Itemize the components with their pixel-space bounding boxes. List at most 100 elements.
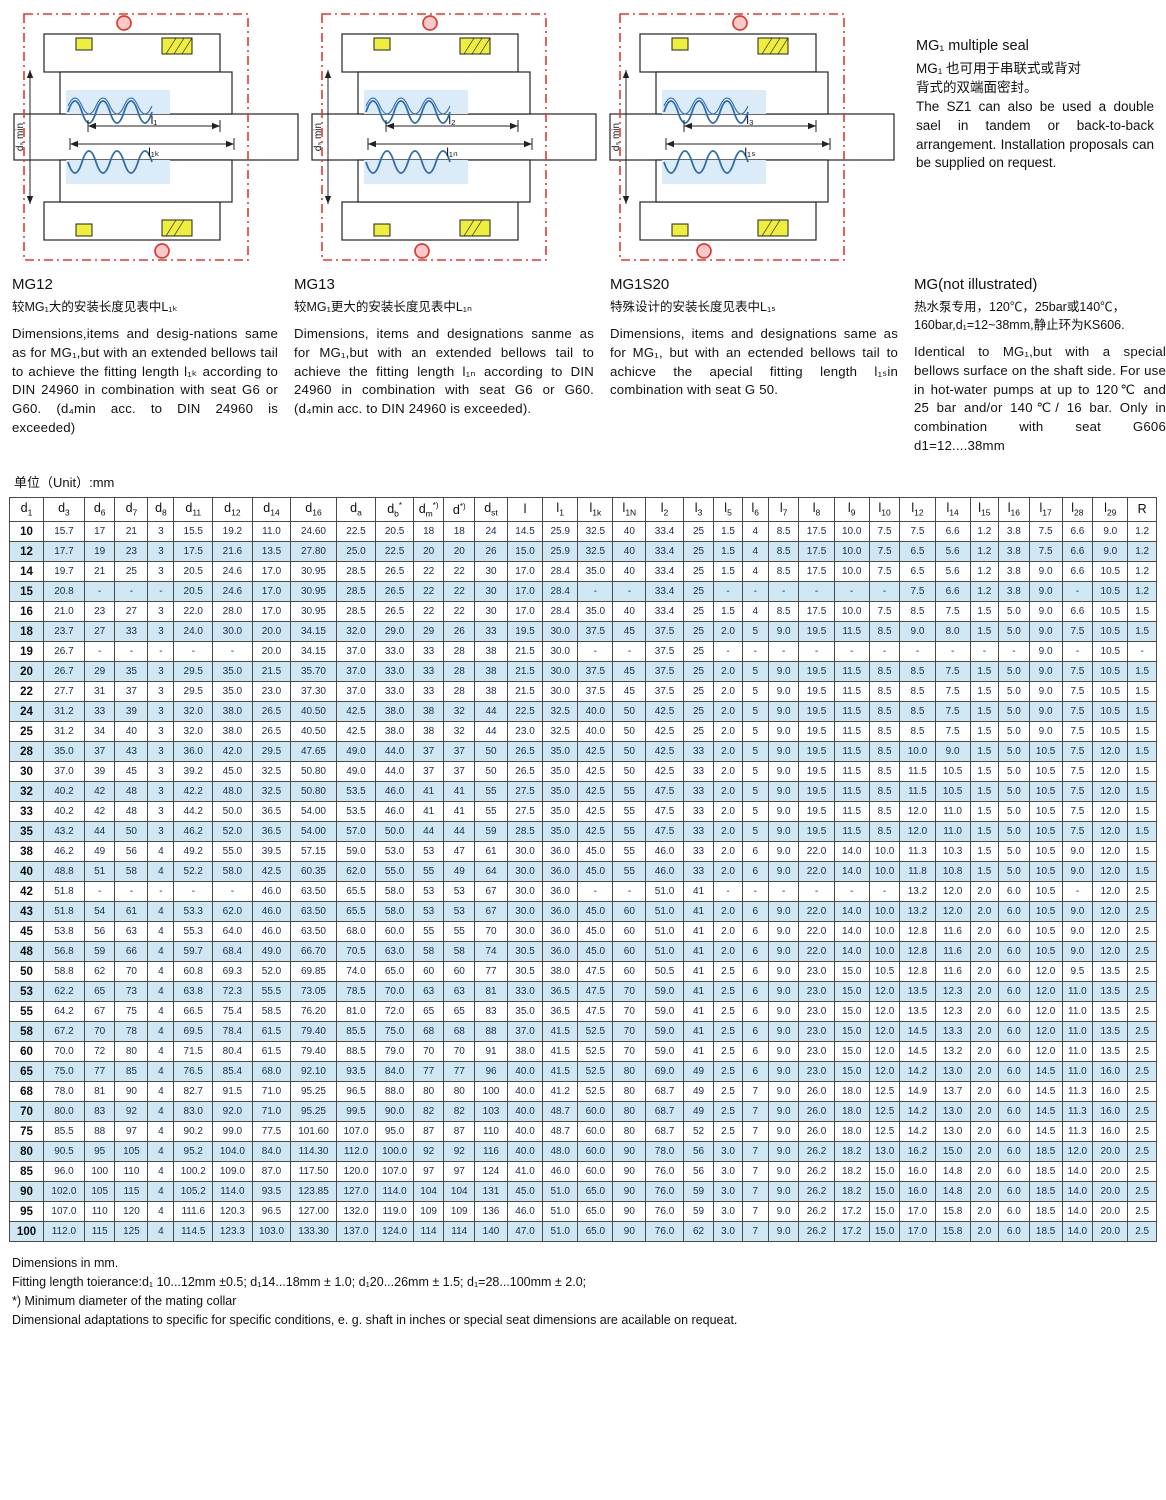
table-header-row: d1 d3 d6 d7 d8 d11 d12 d14 d16 da db* dm*) d*) dst l l1…	[8, 496, 1157, 523]
cell: 33.0	[506, 981, 544, 1003]
cell: 70	[83, 1021, 116, 1043]
cell: 10.0	[868, 901, 901, 923]
table-row: 60 70.0 72 80 4 71.5 80.4 61.5 79.40 88.5 79.0 70 70…	[8, 1041, 1157, 1063]
cell: 12	[8, 541, 45, 563]
cell: 5	[741, 661, 769, 683]
cell: 51.8	[43, 901, 85, 923]
red-dashed-frame	[23, 13, 249, 261]
cell: 56	[114, 841, 149, 863]
cell: 12.0	[1092, 781, 1129, 803]
cell: 137.0	[335, 1221, 377, 1243]
cell: 30.5	[506, 961, 544, 983]
cell: 30.0	[542, 661, 579, 683]
cell: 56	[682, 1141, 715, 1163]
cell: 53.0	[375, 841, 414, 863]
cell: 9.0	[1028, 581, 1063, 603]
cell: 50.0	[375, 821, 414, 843]
cell: 26.0	[798, 1101, 835, 1123]
cell: 7.5	[1061, 781, 1094, 803]
cell: 18.2	[833, 1141, 870, 1163]
cell: 11.5	[899, 761, 936, 783]
table-row: 15 20.8- - -20.5 24.6 17.0 30.95 28.5 26.5 22 22 30…	[8, 581, 1157, 603]
cell: 49.0	[251, 941, 292, 963]
cell: 4	[147, 1221, 175, 1243]
cell: 22.5	[375, 541, 414, 563]
footer-line: Fitting length toierance:d₁ 10...12mm ±0…	[12, 1275, 587, 1290]
cell: 68	[443, 1021, 476, 1043]
cell: 32	[443, 721, 476, 743]
cell: 12.0	[1028, 1001, 1063, 1023]
cell: 1.5	[713, 521, 743, 543]
cell: 28	[443, 641, 476, 663]
cell: 55.0	[212, 841, 253, 863]
cell: 45.0	[577, 921, 614, 943]
cell: 26.2	[798, 1201, 835, 1223]
cell: 81	[474, 981, 508, 1003]
cell: 49.2	[173, 841, 214, 863]
cell: 40	[612, 601, 647, 623]
cell: 10.5	[1092, 721, 1129, 743]
cell: 13.0	[934, 1101, 971, 1123]
cell: 13.5	[899, 1001, 936, 1023]
cell: 9.0	[767, 1181, 800, 1203]
cell: 27	[114, 601, 149, 623]
variant-body: Dimensions,items and desig-nations same …	[12, 326, 278, 435]
cell: 33.0	[375, 661, 414, 683]
cell: 25	[8, 721, 45, 743]
cell: 32.5	[542, 721, 579, 743]
cell: 2.5	[1127, 981, 1157, 1003]
cell: -	[741, 581, 769, 603]
cell: 22	[412, 561, 445, 583]
cell: 67	[474, 881, 508, 903]
cell: 90.0	[375, 1101, 414, 1123]
cell: 68.4	[212, 941, 253, 963]
cell: 7	[741, 1121, 769, 1143]
variant-subtitle-cn: 较MG₁大的安装长度见表中L₁ₖ	[12, 300, 178, 314]
cell: 33	[682, 781, 715, 803]
cell: 60.0	[577, 1161, 614, 1183]
cell: 12.0	[1092, 941, 1129, 963]
cell: -	[147, 641, 175, 663]
variant-body: Dimensions, items and designations sanme…	[294, 326, 594, 417]
cell: 85	[114, 1061, 149, 1083]
cell: 48.0	[212, 781, 253, 803]
cell: 42.5	[335, 721, 377, 743]
cell: 2.0	[969, 1141, 1000, 1163]
cell: 38	[412, 721, 445, 743]
cell: 3	[147, 701, 175, 723]
cell: 15.5	[173, 521, 214, 543]
cell: 4	[147, 1181, 175, 1203]
cell: 114.0	[375, 1181, 414, 1203]
cell: 65.0	[577, 1181, 614, 1203]
cell: 32	[8, 781, 45, 803]
cell: 51.0	[645, 881, 684, 903]
cell: 32	[443, 701, 476, 723]
cell: 47.65	[290, 741, 337, 763]
cell: 25	[682, 601, 715, 623]
cell: 11.0	[934, 821, 971, 843]
cell: 23.0	[798, 1021, 835, 1043]
cell: 60	[612, 961, 647, 983]
cell: 51.8	[43, 881, 85, 903]
cell: 1.2	[969, 521, 1000, 543]
cell: 11.0	[1061, 1061, 1094, 1083]
cell: 26.5	[375, 581, 414, 603]
cell: -	[713, 641, 743, 663]
cell: 22	[443, 581, 476, 603]
cell: 42.5	[645, 741, 684, 763]
table-row: 10 15.7 17 21 3 15.5 19.2 11.0 24.60 22.5 20.5 18 18…	[8, 521, 1157, 543]
cell: 2.5	[1127, 961, 1157, 983]
cell: 14.0	[833, 861, 870, 883]
cell: 18.5	[1028, 1201, 1063, 1223]
cell: 49.0	[335, 741, 377, 763]
cell: -	[713, 581, 743, 603]
cell: 81	[83, 1081, 116, 1103]
cell: 10	[8, 521, 45, 543]
cell: -	[612, 641, 647, 663]
cell: 9.0	[767, 961, 800, 983]
cell: 120	[114, 1201, 149, 1223]
cell: 37.5	[577, 621, 614, 643]
cell: 2.0	[713, 861, 743, 883]
cell: 52.5	[577, 1061, 614, 1083]
cell: 127.0	[335, 1181, 377, 1203]
